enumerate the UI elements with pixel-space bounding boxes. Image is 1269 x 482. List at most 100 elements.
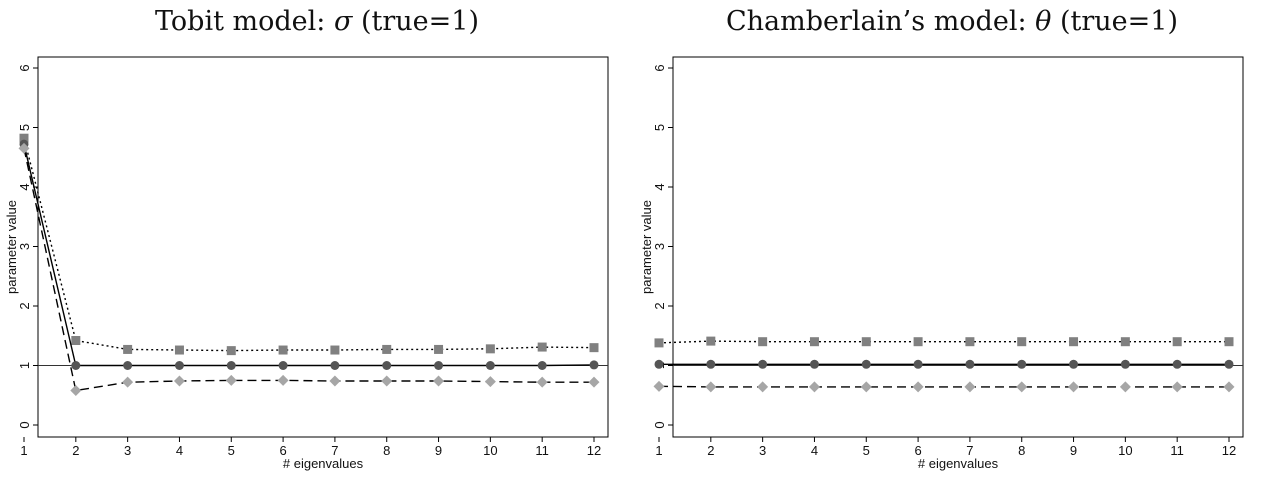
- data-point-circle: [434, 361, 444, 370]
- x-tick-label: 12: [1222, 443, 1236, 458]
- chart-title: Chamberlain’s model: θ (true=1): [635, 6, 1269, 37]
- data-point-diamond: [1119, 381, 1131, 393]
- series-line: [23, 144, 595, 367]
- chamberlain-panel: Chamberlain’s model: θ (true=1) 01234561…: [635, 0, 1269, 482]
- data-point-diamond: [1171, 381, 1183, 393]
- x-tick-label: 12: [587, 443, 601, 458]
- data-point-square: [174, 345, 184, 355]
- chart-title: Tobit model: σ (true=1): [0, 6, 634, 37]
- data-point-circle: [965, 359, 975, 369]
- data-point-square: [485, 344, 495, 354]
- y-tick-label: 5: [17, 124, 32, 131]
- data-point-circle: [226, 361, 236, 370]
- data-point-square: [123, 344, 133, 354]
- series-line: [23, 148, 594, 392]
- x-tick-label: 8: [1018, 443, 1025, 458]
- chart-title-symbol: σ: [333, 6, 353, 37]
- y-tick-label: 6: [652, 64, 667, 71]
- plot-frame: [37, 56, 609, 438]
- data-point-square: [226, 346, 236, 356]
- y-tick-label: 2: [652, 302, 667, 309]
- data-point-diamond: [588, 376, 600, 388]
- y-tick-label: 3: [17, 243, 32, 250]
- data-point-circle: [1172, 359, 1182, 369]
- y-tick-label: 0: [652, 421, 667, 428]
- x-tick-label: 7: [966, 443, 973, 458]
- data-point-diamond: [653, 380, 665, 392]
- y-tick-label: 1: [17, 362, 32, 369]
- data-point-diamond: [329, 375, 341, 387]
- data-point-diamond: [484, 376, 496, 388]
- data-point-square: [1224, 337, 1234, 347]
- x-tick-label: 1: [20, 443, 27, 458]
- data-point-diamond: [808, 381, 820, 393]
- x-tick-label: 1: [655, 443, 662, 458]
- data-point-circle: [278, 361, 288, 370]
- x-tick-label: 5: [863, 443, 870, 458]
- data-point-circle: [861, 359, 871, 369]
- data-point-square: [1017, 337, 1027, 347]
- data-point-square: [537, 342, 547, 352]
- y-tick-label: 4: [652, 183, 667, 190]
- data-point-square: [965, 337, 975, 347]
- y-tick-label: 3: [652, 243, 667, 250]
- data-point-circle: [758, 359, 768, 369]
- chart-title-text: Chamberlain’s model:: [726, 6, 1036, 37]
- data-point-square: [589, 343, 599, 353]
- x-tick-label: 8: [383, 443, 390, 458]
- data-point-square: [913, 337, 923, 347]
- data-point-diamond: [381, 375, 393, 387]
- data-point-square: [382, 344, 392, 354]
- data-point-square: [330, 345, 340, 355]
- data-point-diamond: [536, 376, 548, 388]
- data-point-circle: [589, 360, 599, 370]
- x-tick-label: 7: [331, 443, 338, 458]
- data-point-square: [758, 337, 768, 347]
- x-tick-label: 10: [483, 443, 497, 458]
- x-tick-label: 2: [707, 443, 714, 458]
- chart-title-suffix: (true=1): [1051, 6, 1178, 37]
- y-axis-label: parameter value: [639, 200, 654, 294]
- data-point-diamond: [1068, 381, 1080, 393]
- data-point-circle: [330, 361, 340, 370]
- x-tick-label: 4: [811, 443, 818, 458]
- x-tick-label: 11: [535, 443, 549, 458]
- chart-title-suffix: (true=1): [352, 6, 479, 37]
- x-tick-label: 3: [124, 443, 131, 458]
- plot-frame: [672, 56, 1244, 438]
- data-point-circle: [809, 359, 819, 369]
- data-point-circle: [1120, 359, 1130, 369]
- x-axis-label: # eigenvalues: [918, 456, 999, 471]
- data-point-circle: [382, 361, 392, 370]
- data-point-square: [71, 336, 81, 346]
- data-point-circle: [123, 361, 133, 370]
- x-tick-label: 3: [759, 443, 766, 458]
- data-point-diamond: [18, 142, 30, 154]
- data-point-square: [654, 338, 664, 348]
- x-tick-label: 4: [176, 443, 183, 458]
- data-point-circle: [913, 359, 923, 369]
- data-point-square: [706, 336, 716, 346]
- data-point-circle: [1069, 359, 1079, 369]
- data-point-diamond: [277, 374, 289, 386]
- x-tick-label: 10: [1118, 443, 1132, 458]
- data-point-diamond: [433, 375, 445, 387]
- data-point-circle: [1017, 359, 1027, 369]
- chart-title-symbol: θ: [1035, 6, 1052, 37]
- data-point-diamond: [122, 376, 134, 388]
- y-axis-label: parameter value: [4, 200, 19, 294]
- data-point-circle: [654, 359, 664, 369]
- data-point-diamond: [1223, 381, 1235, 393]
- data-point-diamond: [912, 381, 924, 393]
- data-point-square: [434, 344, 444, 354]
- x-axis-label: # eigenvalues: [283, 456, 364, 471]
- x-tick-label: 9: [1070, 443, 1077, 458]
- data-point-square: [809, 337, 819, 347]
- data-point-diamond: [860, 381, 872, 393]
- data-point-diamond: [173, 375, 185, 387]
- series-line: [658, 340, 1229, 344]
- data-point-diamond: [225, 374, 237, 386]
- data-point-square: [1172, 337, 1182, 347]
